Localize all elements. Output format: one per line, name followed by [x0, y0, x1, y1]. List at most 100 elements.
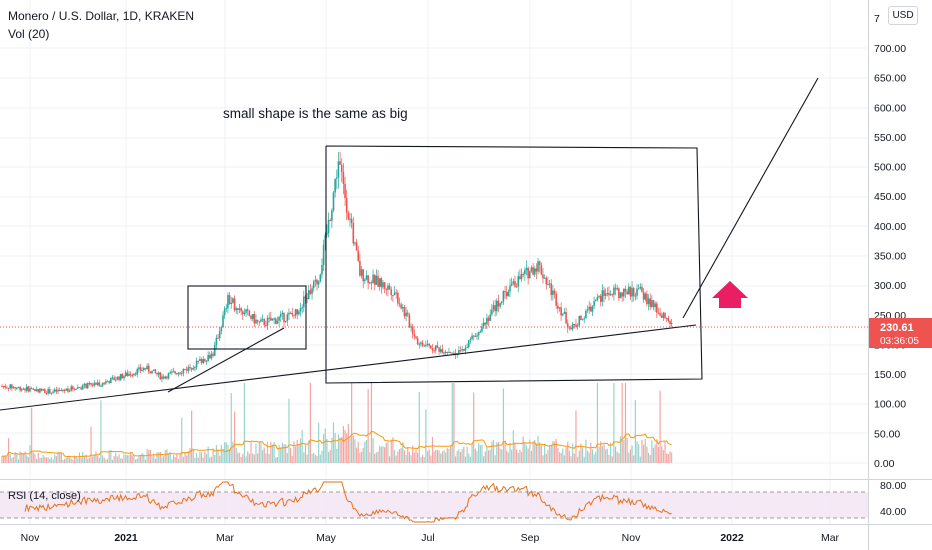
candle-body — [179, 372, 181, 374]
volume-bar — [580, 443, 582, 463]
candle-body — [52, 391, 54, 393]
up-arrow-icon[interactable] — [712, 281, 748, 308]
volume-bar — [227, 444, 229, 463]
candle-body — [565, 312, 567, 324]
candle-body — [81, 385, 84, 390]
volume-bar — [301, 429, 303, 463]
candle-body — [662, 312, 665, 318]
volume-bar — [235, 447, 237, 463]
candle-body — [580, 315, 582, 321]
candle-body — [55, 389, 58, 392]
candle-body — [40, 388, 43, 391]
candle-body — [576, 325, 579, 327]
volume-bar — [62, 459, 64, 463]
volume-bar — [3, 456, 5, 463]
volume-label[interactable]: Vol (20) — [8, 27, 50, 41]
volume-bar — [380, 446, 382, 463]
volume-bar — [80, 458, 82, 463]
volume-bars — [1, 383, 673, 463]
volume-bar — [428, 449, 430, 463]
volume-bar — [410, 455, 412, 463]
candle-body — [651, 300, 653, 307]
volume-bar — [453, 383, 455, 463]
volume-bar — [75, 456, 77, 463]
volume-bar — [618, 453, 620, 463]
volume-bar — [268, 453, 270, 463]
candle-body — [520, 274, 523, 280]
volume-bar — [527, 448, 529, 463]
candle-body — [118, 376, 120, 380]
long-support-trendline[interactable] — [0, 324, 697, 411]
volume-bar — [316, 455, 318, 463]
volume-bar — [628, 452, 630, 463]
candle-body — [433, 350, 435, 352]
candle-body — [190, 367, 193, 370]
volume-bar — [257, 453, 259, 463]
volume-bar — [110, 449, 112, 463]
candle-body — [601, 290, 604, 302]
candle-body — [147, 365, 150, 372]
candle-body — [524, 270, 526, 275]
candle-body — [515, 286, 518, 288]
candle-body — [500, 301, 503, 304]
projection-line[interactable] — [682, 77, 819, 319]
volume-bar — [619, 436, 622, 463]
small-rectangle-drawing[interactable] — [187, 285, 307, 350]
volume-bar — [78, 452, 81, 463]
volume-bar — [111, 459, 114, 463]
volume-bar — [143, 454, 145, 463]
price-axis[interactable]: 700.00 650.00 600.00 550.00 500.00 450.00 400.… — [874, 43, 906, 470]
candle-body — [57, 389, 59, 392]
candle-body — [235, 308, 237, 311]
volume-bar — [278, 445, 280, 463]
big-rectangle-drawing[interactable] — [325, 145, 703, 384]
candle-body — [317, 281, 320, 285]
currency-button[interactable]: USD — [888, 6, 918, 25]
volume-bar — [646, 446, 648, 463]
candle-body — [48, 389, 51, 394]
volume-bar — [502, 388, 505, 463]
candle-body — [616, 288, 619, 290]
symbol-title[interactable]: Monero / U.S. Dollar, 1D, KRAKEN — [8, 9, 195, 23]
volume-bar — [450, 445, 452, 463]
volume-bar — [342, 425, 345, 463]
candle-body — [613, 287, 615, 295]
volume-bar — [290, 448, 292, 463]
volume-bar — [364, 441, 366, 463]
small-trendline-drawing[interactable] — [167, 327, 285, 393]
time-axis[interactable]: Nov 2021 Mar May Jul Sep Nov 2022 Mar — [21, 532, 840, 544]
volume-bar — [243, 383, 246, 463]
candle-body — [568, 327, 571, 329]
candle-body — [350, 218, 353, 224]
candle-body — [618, 288, 620, 299]
rsi-label[interactable]: RSI (14, close) — [8, 490, 81, 502]
candle-body — [467, 339, 470, 348]
annotation-text[interactable]: small shape is the same as big — [223, 106, 408, 121]
candle-body — [527, 267, 529, 279]
volume-bar — [11, 458, 13, 463]
volume-bar — [68, 457, 71, 463]
volume-bar — [471, 443, 473, 463]
volume-bar — [577, 456, 579, 463]
volume-bar — [610, 442, 612, 463]
volume-bar — [530, 450, 533, 463]
volume-bar — [121, 458, 123, 463]
rsi-band — [0, 492, 868, 518]
drawings[interactable] — [0, 77, 819, 411]
candle-body — [591, 306, 594, 312]
candle-body — [228, 295, 231, 304]
volume-bar — [176, 454, 178, 463]
candle-body — [370, 282, 373, 284]
volume-bar — [445, 452, 447, 463]
volume-bar — [233, 411, 236, 463]
volume-bar — [280, 447, 282, 463]
volume-bar — [179, 453, 181, 463]
volume-bar — [220, 444, 222, 463]
candle-body — [398, 303, 401, 305]
volume-bar — [656, 439, 658, 463]
candle-body — [494, 305, 496, 312]
volume-bar — [563, 455, 566, 463]
volume-bar — [430, 455, 432, 463]
candle-body — [504, 291, 506, 293]
